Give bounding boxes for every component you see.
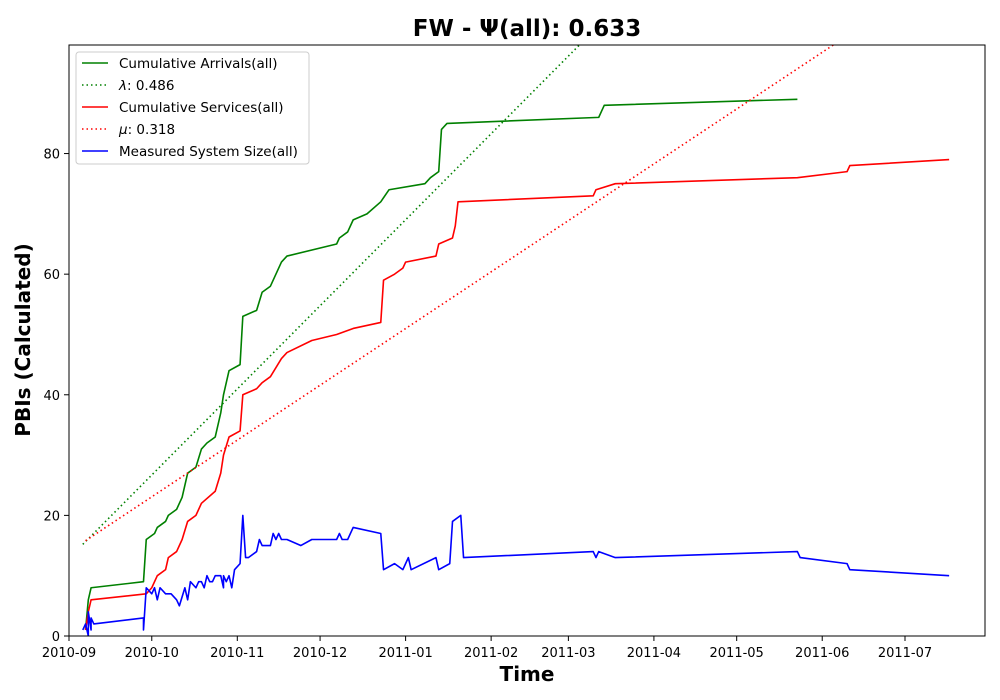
x-axis: 2010-09 2010-10 2010-11 2010-12 2011-01 2011-…	[42, 636, 932, 661]
legend-box	[75, 51, 310, 165]
series-line-1	[84, 98, 798, 631]
x-tick-label: 2011-05	[710, 646, 764, 661]
legend-label: μ: 0.318	[118, 122, 175, 138]
x-tick-label: 2011-06	[795, 646, 849, 661]
legend-label: Cumulative Arrivals(all)	[119, 56, 278, 72]
series-line-2	[82, 45, 580, 545]
x-tick-label: 2011-07	[878, 646, 932, 661]
legend-symbol: μ	[118, 122, 128, 138]
x-axis-title: Time	[500, 662, 555, 686]
legend-label: λ: 0.486	[118, 78, 175, 94]
series-line-3	[84, 158, 950, 631]
y-tick-label: 60	[43, 268, 60, 283]
y-tick-label: 40	[43, 389, 60, 404]
x-tick-label: 2011-03	[541, 646, 595, 661]
legend-value: : 0.318	[128, 122, 176, 138]
chart-title: FW - Ψ(all): 0.633	[413, 16, 641, 42]
x-tick-label: 2010-12	[293, 646, 347, 661]
y-axis-title: PBIs (Calculated)	[11, 243, 35, 436]
x-tick-label: 2011-04	[627, 646, 681, 661]
plot-frame	[68, 44, 986, 637]
y-axis: 0 20 40 60 80	[43, 148, 69, 645]
x-tick-label: 2011-02	[464, 646, 518, 661]
legend-symbol: λ	[118, 78, 127, 94]
x-tick-label: 2010-10	[125, 646, 179, 661]
x-tick-label: 2011-01	[378, 646, 432, 661]
x-tick-label: 2010-11	[210, 646, 264, 661]
y-tick-label: 0	[52, 630, 60, 645]
series-line-5	[82, 514, 950, 636]
legend-label: Cumulative Services(all)	[119, 100, 284, 116]
legend: Cumulative Arrivals(all) λ: 0.486 Cumulati…	[75, 51, 310, 165]
plot-area	[82, 45, 950, 636]
y-tick-label: 20	[43, 509, 60, 524]
legend-label: Measured System Size(all)	[119, 144, 298, 160]
y-tick-label: 80	[43, 148, 60, 163]
legend-value: : 0.486	[127, 78, 175, 94]
x-tick-label: 2010-09	[42, 646, 96, 661]
series-line-4	[85, 45, 834, 542]
